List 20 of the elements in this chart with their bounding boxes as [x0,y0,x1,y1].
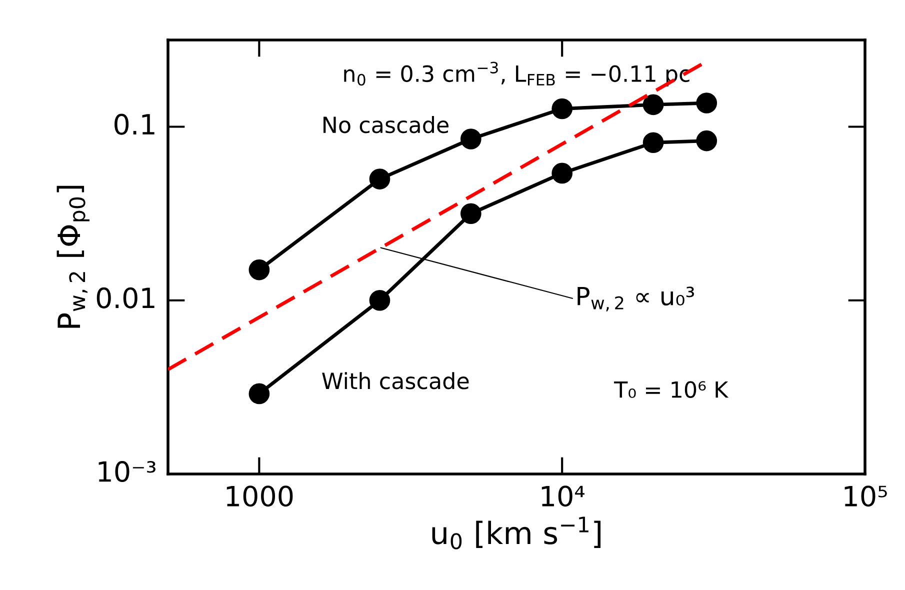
annotation: No cascade [324,116,448,134]
y-tick-label: 0.01 [96,287,154,308]
y-tick-label: 0.1 [114,114,154,135]
y-axis-title: P$_{w,2}$ [Φ$_{p0}$] [56,186,90,328]
point [642,132,664,154]
x-tick-label: 10⁵ [844,486,887,507]
x-tick-label: 10⁴ [542,486,584,507]
point [552,162,573,184]
annotation: P$_{w,2}$ ∝ u₀³ [578,286,694,312]
y-tick-label: 10⁻³ [98,461,156,482]
point [369,290,390,311]
point [552,98,573,120]
point [369,168,390,190]
x-tick-label: 1000 [226,486,293,507]
point [460,128,482,150]
point [460,203,482,224]
annotation: With cascade [322,372,469,390]
annotation: T₀ = 10⁶ K [614,381,729,398]
point [642,94,664,116]
x-axis-title: u$_{0}$ [km s$^{−1}$] [432,516,601,550]
